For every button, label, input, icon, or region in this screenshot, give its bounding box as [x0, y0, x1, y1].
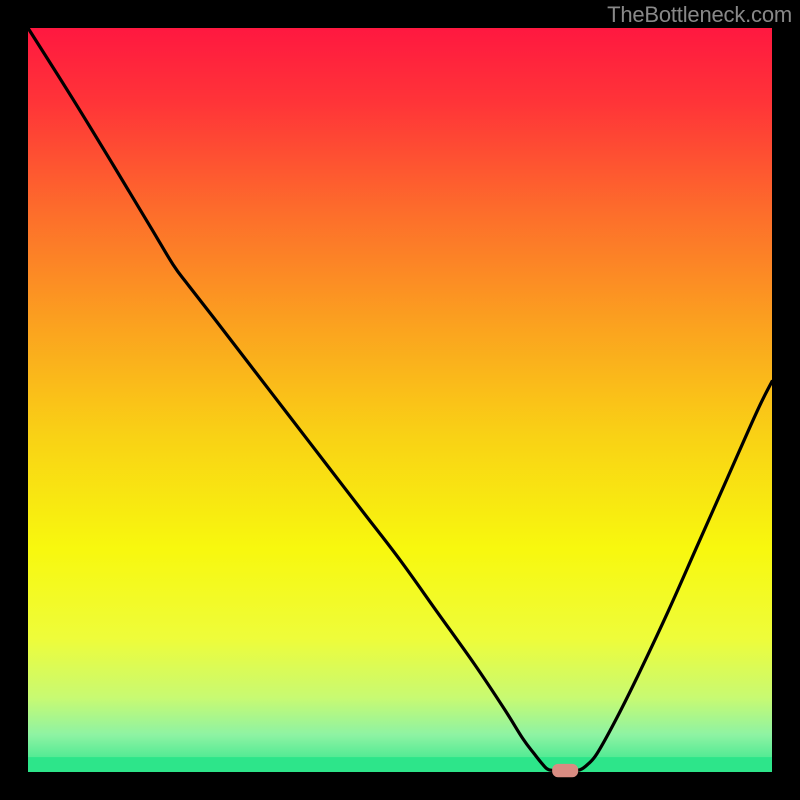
chart-frame: TheBottleneck.com: [0, 0, 800, 800]
optimal-point-marker: [552, 764, 578, 777]
watermark-text: TheBottleneck.com: [607, 2, 792, 28]
gradient-plot-area: [28, 28, 772, 772]
bottleneck-curve-chart: [0, 0, 800, 800]
bottom-green-band: [28, 757, 772, 772]
